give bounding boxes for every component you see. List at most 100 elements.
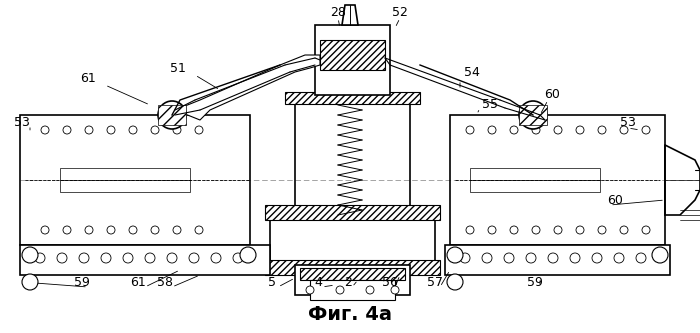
- Circle shape: [554, 226, 562, 234]
- Circle shape: [488, 226, 496, 234]
- Bar: [270, 210, 435, 270]
- Circle shape: [123, 253, 133, 263]
- Circle shape: [598, 226, 606, 234]
- Circle shape: [504, 253, 514, 263]
- Text: 56: 56: [382, 276, 398, 289]
- Bar: [470, 168, 600, 192]
- Text: 4: 4: [314, 276, 322, 289]
- Circle shape: [576, 126, 584, 134]
- Text: 28: 28: [330, 6, 346, 19]
- Circle shape: [488, 126, 496, 134]
- Circle shape: [107, 226, 115, 234]
- Circle shape: [391, 286, 399, 294]
- Circle shape: [22, 274, 38, 290]
- Bar: [285, 92, 420, 104]
- Bar: [265, 205, 440, 220]
- Bar: [60, 168, 190, 192]
- Circle shape: [195, 126, 203, 134]
- Circle shape: [85, 226, 93, 234]
- Circle shape: [41, 126, 49, 134]
- Circle shape: [570, 253, 580, 263]
- Circle shape: [620, 226, 628, 234]
- Circle shape: [636, 253, 646, 263]
- Circle shape: [145, 253, 155, 263]
- Polygon shape: [342, 5, 358, 25]
- Text: 57: 57: [427, 276, 443, 289]
- Circle shape: [447, 274, 463, 290]
- Bar: [300, 268, 405, 280]
- Circle shape: [35, 253, 45, 263]
- Circle shape: [336, 286, 344, 294]
- Text: 5: 5: [268, 276, 276, 289]
- Circle shape: [167, 253, 177, 263]
- Circle shape: [528, 110, 538, 120]
- Bar: [320, 40, 385, 70]
- Circle shape: [510, 126, 518, 134]
- Circle shape: [466, 126, 474, 134]
- Circle shape: [57, 253, 67, 263]
- Text: 59: 59: [527, 276, 543, 289]
- Circle shape: [63, 126, 71, 134]
- Circle shape: [576, 226, 584, 234]
- Circle shape: [532, 126, 540, 134]
- Circle shape: [614, 253, 624, 263]
- Text: 54: 54: [464, 66, 480, 79]
- Bar: [450, 115, 665, 245]
- Circle shape: [620, 126, 628, 134]
- Text: 58: 58: [157, 276, 173, 289]
- Circle shape: [195, 226, 203, 234]
- Circle shape: [306, 286, 314, 294]
- Circle shape: [642, 126, 650, 134]
- Circle shape: [129, 126, 137, 134]
- Circle shape: [167, 110, 177, 120]
- Circle shape: [652, 247, 668, 263]
- Circle shape: [460, 253, 470, 263]
- Text: 52: 52: [392, 6, 408, 19]
- Circle shape: [532, 226, 540, 234]
- Bar: [20, 115, 250, 245]
- Polygon shape: [175, 55, 320, 120]
- Text: 2: 2: [344, 276, 352, 289]
- Circle shape: [548, 253, 558, 263]
- Circle shape: [189, 253, 199, 263]
- Bar: [20, 245, 270, 275]
- Circle shape: [173, 126, 181, 134]
- Polygon shape: [665, 145, 700, 215]
- Text: Фиг. 4а: Фиг. 4а: [308, 305, 392, 324]
- Circle shape: [240, 247, 256, 263]
- Text: 60: 60: [544, 89, 560, 102]
- Circle shape: [592, 253, 602, 263]
- Circle shape: [211, 253, 221, 263]
- Circle shape: [129, 226, 137, 234]
- Circle shape: [366, 286, 374, 294]
- Text: 51: 51: [170, 62, 186, 75]
- Circle shape: [526, 253, 536, 263]
- Circle shape: [554, 126, 562, 134]
- Circle shape: [151, 126, 159, 134]
- Circle shape: [447, 247, 463, 263]
- Bar: [158, 105, 186, 125]
- Circle shape: [598, 126, 606, 134]
- Bar: [295, 265, 410, 295]
- Circle shape: [85, 126, 93, 134]
- Circle shape: [79, 253, 89, 263]
- Bar: [519, 105, 547, 125]
- Circle shape: [642, 226, 650, 234]
- Circle shape: [41, 226, 49, 234]
- Text: 53: 53: [620, 116, 636, 129]
- Bar: [265, 260, 440, 275]
- Text: 55: 55: [482, 99, 498, 112]
- Circle shape: [173, 226, 181, 234]
- Bar: [310, 280, 395, 300]
- Circle shape: [22, 247, 38, 263]
- Text: 53: 53: [14, 116, 30, 129]
- Circle shape: [63, 226, 71, 234]
- Circle shape: [151, 226, 159, 234]
- Circle shape: [107, 126, 115, 134]
- Circle shape: [101, 253, 111, 263]
- Bar: [295, 100, 410, 210]
- Circle shape: [158, 101, 186, 129]
- Circle shape: [482, 253, 492, 263]
- Circle shape: [466, 226, 474, 234]
- Circle shape: [510, 226, 518, 234]
